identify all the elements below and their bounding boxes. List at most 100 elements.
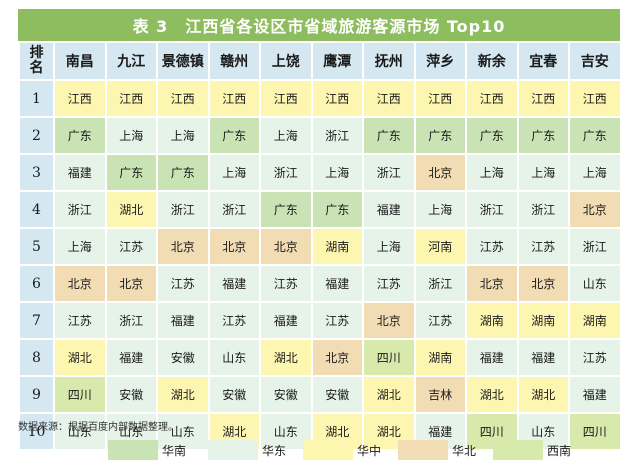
rank-cell: 7 [18,301,55,340]
province-cell: 广东 [53,116,107,155]
province-cell: 福建 [362,190,416,229]
province-cell: 北京 [104,264,158,303]
province-cell: 江苏 [207,301,261,340]
legend-item: 华东 [208,440,286,460]
province-cell: 浙江 [362,153,416,192]
province-cell: 北京 [516,264,570,303]
province-cell: 上海 [516,153,570,192]
province-cell: 北京 [156,227,210,266]
legend-item: 华南 [108,440,186,460]
rank-cell: 1 [18,79,55,118]
province-cell: 北京 [207,227,261,266]
city-header: 南昌 [53,41,107,81]
province-cell: 福建 [259,301,313,340]
province-cell: 湖北 [53,338,107,377]
province-cell: 上海 [53,227,107,266]
legend-swatch [208,440,258,460]
province-cell: 广东 [310,190,364,229]
province-cell: 湖北 [516,375,570,414]
table-body: 1 江西 江西 江西 江西 江西 江西 江西 江西 江西 江西 江西 2 广东 上海 上海 广东 上海 浙江 广东 广东… [18,79,622,451]
province-cell: 浙江 [259,153,313,192]
province-cell: 上海 [413,190,467,229]
legend-swatch [398,440,448,460]
legend-label: 华东 [262,443,287,458]
table-row: 3 福建 广东 广东 上海 浙江 上海 浙江 北京 上海 上海 上海 [18,153,622,192]
table-row: 2 广东 上海 上海 广东 上海 浙江 广东 广东 广东 广东 广东 [18,116,622,155]
table-row: 9 四川 安徽 湖北 安徽 安徽 安徽 湖北 吉林 湖北 湖北 福建 [18,375,622,414]
legend-item: 华中 [303,440,381,460]
province-cell: 湖南 [516,301,570,340]
province-cell: 北京 [568,190,622,229]
province-cell: 湖北 [104,190,158,229]
province-cell: 浙江 [104,301,158,340]
province-cell: 山东 [207,338,261,377]
province-cell: 江西 [568,79,622,118]
rank-cell: 3 [18,153,55,192]
legend-item: 华北 [398,440,476,460]
province-cell: 湖北 [259,338,313,377]
province-cell: 江苏 [156,264,210,303]
province-cell: 北京 [310,338,364,377]
city-header: 鹰潭 [310,41,364,81]
table-title: 表 3 江西省各设区市省域旅游客源市场 Top10 [18,9,620,41]
table-row: 5 上海 江苏 北京 北京 北京 湖南 上海 河南 江苏 江苏 浙江 [18,227,622,266]
province-cell: 江苏 [516,227,570,266]
legend-label: 西南 [547,443,572,458]
city-header: 吉安 [568,41,622,81]
province-cell: 浙江 [516,190,570,229]
province-cell: 福建 [207,264,261,303]
province-cell: 广东 [516,116,570,155]
province-cell: 江西 [259,79,313,118]
table-row: 8 湖北 福建 安徽 山东 湖北 北京 四川 湖南 福建 福建 江苏 [18,338,622,377]
province-cell: 浙江 [53,190,107,229]
table-row: 7 江苏 浙江 福建 江苏 福建 江苏 北京 江苏 湖南 湖南 湖南 [18,301,622,340]
province-cell: 山东 [568,264,622,303]
legend-label: 华南 [162,443,187,458]
province-cell: 湖南 [310,227,364,266]
province-cell: 北京 [53,264,107,303]
table-frame: 表 3 江西省各设区市省域旅游客源市场 Top10 排名 南昌 九江 景德镇 赣州 上饶… [18,9,622,451]
province-cell: 福建 [104,338,158,377]
province-cell: 湖南 [413,338,467,377]
province-cell: 江西 [465,79,519,118]
city-header: 宜春 [516,41,570,81]
city-header: 上饶 [259,41,313,81]
province-cell: 上海 [259,116,313,155]
province-cell: 上海 [156,116,210,155]
province-cell: 江西 [156,79,210,118]
province-cell: 浙江 [568,227,622,266]
province-cell: 四川 [362,338,416,377]
province-cell: 安徽 [156,338,210,377]
province-cell: 江苏 [465,227,519,266]
province-cell: 江西 [362,79,416,118]
province-cell: 浙江 [207,190,261,229]
legend-item: 西南 [493,440,571,460]
province-cell: 江苏 [362,264,416,303]
footnote: 数据来源：根据百度内部数据整理。 [18,422,178,433]
legend-label: 华北 [452,443,477,458]
province-cell: 江西 [53,79,107,118]
province-cell: 北京 [465,264,519,303]
rank-cell: 9 [18,375,55,414]
legend-swatch [108,440,158,460]
province-cell: 浙江 [465,190,519,229]
legend-swatch [303,440,353,460]
province-cell: 江苏 [104,227,158,266]
province-cell: 广东 [413,116,467,155]
province-cell: 浙江 [413,264,467,303]
province-cell: 福建 [516,338,570,377]
tourism-table: 排名 南昌 九江 景德镇 赣州 上饶 鹰潭 抚州 萍乡 新余 宜春 吉安 1 江西 江西 江西 江西 江西 江西… [18,41,622,451]
city-header: 赣州 [207,41,261,81]
legend: 华南 华东 华中 华北 西南 [0,440,640,470]
province-cell: 湖南 [568,301,622,340]
province-cell: 广东 [362,116,416,155]
province-cell: 吉林 [413,375,467,414]
province-cell: 山东 [156,412,210,451]
province-cell: 上海 [104,116,158,155]
province-cell: 上海 [310,153,364,192]
province-cell: 福建 [310,264,364,303]
city-header: 抚州 [362,41,416,81]
province-cell: 广东 [465,116,519,155]
province-cell: 江西 [207,79,261,118]
province-cell: 广东 [568,116,622,155]
